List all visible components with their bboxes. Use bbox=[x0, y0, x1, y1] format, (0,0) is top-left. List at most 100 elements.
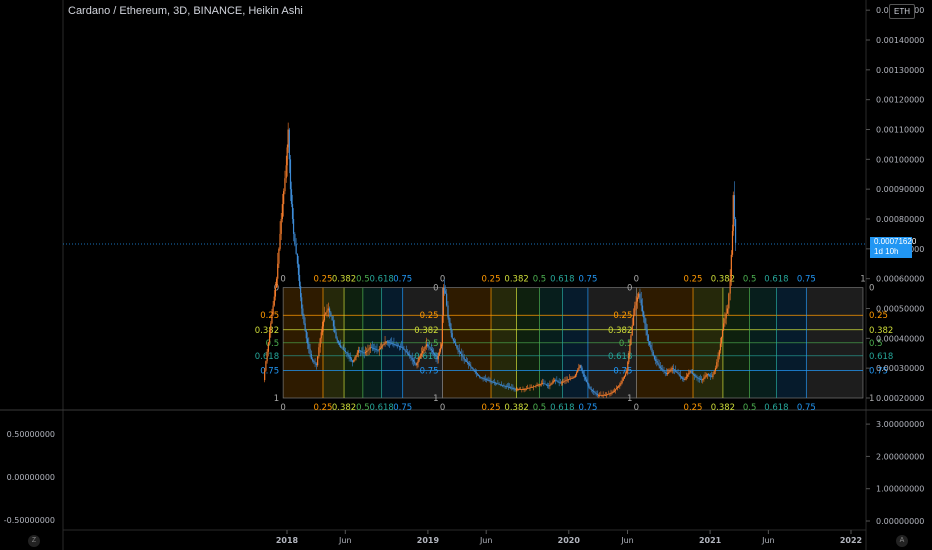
candle-body bbox=[613, 390, 615, 393]
fib-left-label: 0.75 bbox=[613, 366, 632, 376]
candle-body bbox=[323, 314, 326, 321]
candle-body bbox=[291, 204, 294, 219]
currency-badge[interactable]: ETH bbox=[889, 4, 915, 19]
candle-body bbox=[273, 296, 275, 306]
candle-body bbox=[644, 317, 646, 324]
candle-body bbox=[514, 388, 516, 390]
zoom-button[interactable]: Z bbox=[28, 535, 40, 547]
candle-body bbox=[559, 382, 561, 384]
candle-body bbox=[538, 384, 540, 386]
fib-bottom-label: 0.25 bbox=[482, 403, 501, 413]
candle-body bbox=[414, 361, 416, 364]
price-axis-label: 0.00060000 bbox=[876, 275, 924, 284]
candle-body bbox=[716, 362, 718, 369]
candle-body bbox=[619, 384, 621, 386]
candle-body bbox=[627, 362, 629, 372]
candle-body bbox=[290, 189, 293, 205]
candle-body bbox=[450, 327, 452, 334]
candle-body bbox=[334, 326, 336, 333]
candle-body bbox=[357, 350, 360, 353]
fib-left-label: 0 bbox=[274, 284, 279, 294]
price-axis-label: 0.00080000 bbox=[876, 215, 924, 224]
candle-body bbox=[673, 369, 676, 371]
candle-body bbox=[358, 350, 361, 352]
candle-body bbox=[594, 392, 596, 394]
fib-left-label: 0.5 bbox=[619, 339, 633, 349]
candle-body bbox=[659, 366, 661, 369]
candle-body bbox=[701, 379, 703, 381]
candle-body bbox=[517, 389, 520, 390]
fib-top-label: 0.618 bbox=[550, 275, 574, 285]
candle-body bbox=[327, 308, 329, 311]
fib-left-label: 0.382 bbox=[414, 326, 438, 336]
price-axis-label: 0.00050000 bbox=[876, 305, 924, 314]
candle-body bbox=[301, 297, 303, 309]
candle-body bbox=[711, 376, 713, 378]
candle-body bbox=[529, 387, 531, 389]
fib-bottom-label: 0.25 bbox=[314, 403, 333, 413]
fib-bottom-label: 0 bbox=[280, 403, 285, 413]
candle-body bbox=[612, 392, 614, 393]
candle-body bbox=[425, 344, 427, 347]
candle-body bbox=[667, 372, 669, 375]
candle-body bbox=[563, 381, 565, 383]
candle-body bbox=[574, 374, 576, 378]
candle-body bbox=[544, 383, 546, 385]
candle-body bbox=[309, 348, 311, 354]
auto-scale-button[interactable]: A bbox=[896, 535, 908, 547]
price-axis-label: 0.00120000 bbox=[876, 96, 924, 105]
price-axis-label: 0.00040000 bbox=[876, 334, 924, 343]
candle-body bbox=[665, 372, 668, 375]
candle-body bbox=[632, 315, 635, 326]
candle-body bbox=[278, 248, 280, 264]
candle-body bbox=[264, 370, 266, 381]
candle-body bbox=[573, 377, 575, 378]
candle-body bbox=[577, 369, 579, 373]
candle-body bbox=[571, 377, 573, 379]
candle-body bbox=[703, 377, 705, 379]
candle-body bbox=[696, 377, 698, 378]
candle-body bbox=[433, 352, 435, 354]
price-axis-label: 0.00100000 bbox=[876, 155, 924, 164]
candle-body bbox=[578, 367, 580, 370]
candle-body bbox=[626, 371, 628, 374]
candle-body bbox=[528, 387, 530, 389]
candle-body bbox=[271, 314, 273, 324]
candle-body bbox=[411, 358, 413, 360]
candle-body bbox=[410, 356, 412, 359]
candle-body bbox=[709, 375, 712, 377]
candle-body bbox=[468, 363, 470, 365]
candle-body bbox=[697, 377, 699, 379]
candle-body bbox=[294, 233, 296, 244]
candle-body bbox=[320, 332, 322, 339]
candle-body bbox=[280, 219, 282, 234]
candle-body bbox=[587, 381, 589, 385]
candle-body bbox=[624, 373, 627, 376]
candle-body bbox=[268, 332, 271, 343]
candle-body bbox=[530, 387, 532, 388]
fib-left-label: 0.25 bbox=[260, 311, 279, 321]
candle-body bbox=[604, 395, 607, 396]
candle-body bbox=[343, 349, 345, 351]
candle-body bbox=[549, 384, 551, 387]
candle-body bbox=[671, 368, 673, 370]
fib-left-label: 0.25 bbox=[420, 311, 439, 321]
candle-body bbox=[308, 343, 310, 349]
candle-body bbox=[483, 378, 485, 380]
time-axis-label: Jun bbox=[620, 536, 634, 545]
fib-left-label: 0 bbox=[433, 284, 438, 294]
candle-body bbox=[558, 381, 560, 383]
candle-body bbox=[459, 352, 462, 354]
candle-body bbox=[355, 355, 357, 358]
candle-body bbox=[670, 369, 672, 371]
candle-body bbox=[451, 333, 453, 339]
candle-body bbox=[424, 346, 426, 349]
candle-body bbox=[601, 395, 603, 396]
candle-body bbox=[340, 345, 342, 348]
candle-body bbox=[494, 382, 497, 384]
candle-body bbox=[684, 378, 686, 381]
candle-body bbox=[647, 335, 649, 342]
candle-body bbox=[322, 320, 324, 327]
